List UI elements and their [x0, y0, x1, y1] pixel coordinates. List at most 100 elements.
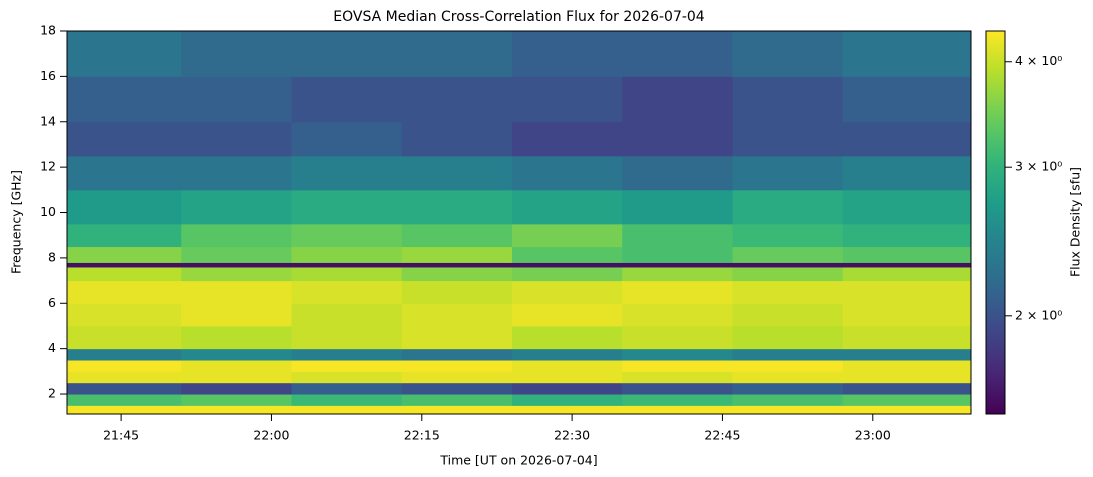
heatmap-cell: [291, 266, 403, 282]
heatmap-cell: [67, 348, 182, 361]
heatmap-cell: [67, 246, 182, 263]
y-tick-label: 12: [40, 159, 56, 174]
heatmap-cell: [181, 394, 292, 406]
heatmap-cell: [67, 382, 182, 395]
heatmap-cell: [181, 155, 292, 191]
heatmap-cell: [732, 394, 844, 406]
heatmap-cell: [291, 359, 403, 372]
heatmap-cell: [401, 382, 513, 395]
heatmap-cell: [181, 31, 292, 77]
heatmap-cell: [511, 155, 623, 191]
heatmap-cell: [67, 303, 182, 327]
heatmap-cell: [511, 31, 623, 77]
heatmap-cell: [67, 359, 182, 372]
heatmap-cell: [401, 405, 513, 415]
heatmap-cell: [401, 303, 513, 327]
chart-title: EOVSA Median Cross-Correlation Flux for …: [333, 9, 705, 25]
x-axis-label: Time [UT on 2026-07-04]: [439, 453, 597, 468]
heatmap-cell: [732, 31, 844, 77]
heatmap-cell: [622, 31, 733, 77]
heatmap-cell: [67, 405, 182, 415]
heatmap-cell: [511, 266, 623, 282]
heatmap-cell: [401, 121, 513, 157]
heatmap-cell: [291, 223, 403, 248]
heatmap-cell: [842, 405, 972, 415]
heatmap-cell: [291, 394, 403, 406]
heatmap-cell: [511, 359, 623, 372]
heatmap-cell: [511, 189, 623, 225]
heatmap-cell: [181, 121, 292, 157]
heatmap-cell: [291, 280, 403, 304]
heatmap-cell: [511, 303, 623, 327]
colorbar-tick-label: 2 × 10⁰: [1015, 307, 1062, 322]
heatmap-cell: [291, 371, 403, 384]
heatmap-cell: [842, 246, 972, 263]
heatmap-cell: [67, 280, 182, 304]
heatmap-cell: [622, 280, 733, 304]
heatmap-cell: [291, 382, 403, 395]
heatmap-cell: [842, 280, 972, 304]
heatmap-cell: [401, 266, 513, 282]
heatmap-cell: [842, 348, 972, 361]
heatmap-cell: [181, 262, 292, 268]
y-tick-label: 14: [40, 113, 56, 128]
heatmap-cell: [401, 246, 513, 263]
heatmap-cell: [511, 246, 623, 263]
plot-frame: [66, 30, 972, 415]
heatmap-cell: [401, 359, 513, 372]
y-tick-label: 6: [48, 295, 56, 310]
heatmap-cell: [291, 262, 403, 268]
heatmap-cell: [511, 325, 623, 350]
heatmap-cell: [732, 280, 844, 304]
heatmap-cell: [842, 382, 972, 395]
heatmap-cell: [401, 31, 513, 77]
heatmap-cell: [732, 246, 844, 263]
heatmap-cell: [511, 76, 623, 123]
heatmap-cell: [67, 262, 182, 268]
heatmap-cell: [622, 246, 733, 263]
heatmap-cell: [291, 155, 403, 191]
heatmap-cell: [181, 303, 292, 327]
heatmap-cell: [622, 223, 733, 248]
x-tick-label: 21:45: [103, 428, 139, 443]
heatmap-cell: [622, 262, 733, 268]
y-tick-label: 2: [48, 386, 56, 401]
heatmap-cell: [732, 371, 844, 384]
heatmap-cell: [291, 325, 403, 350]
heatmap-cell: [842, 189, 972, 225]
heatmap-cell: [511, 223, 623, 248]
heatmap-cell: [67, 394, 182, 406]
heatmap-cell: [732, 382, 844, 395]
heatmap-cell: [511, 371, 623, 384]
heatmap-cell: [67, 223, 182, 248]
heatmap-cell: [291, 121, 403, 157]
heatmap-cell: [291, 189, 403, 225]
heatmap-cell: [622, 359, 733, 372]
heatmap-cell: [401, 348, 513, 361]
heatmap-cell: [511, 280, 623, 304]
heatmap-cell: [732, 121, 844, 157]
heatmap-cell: [291, 303, 403, 327]
heatmap-cell: [511, 382, 623, 395]
heatmap-cell: [181, 359, 292, 372]
heatmap-cell: [181, 280, 292, 304]
colorbar: [985, 30, 1006, 415]
x-tick-label: 22:45: [704, 428, 740, 443]
heatmap-cell: [842, 266, 972, 282]
y-axis-label: Frequency [GHz]: [9, 170, 24, 274]
heatmap-cell: [291, 76, 403, 123]
heatmap-cell: [622, 155, 733, 191]
heatmap-cell: [181, 382, 292, 395]
heatmap-cell: [732, 223, 844, 248]
heatmap-cell: [732, 359, 844, 372]
heatmap-cell: [842, 223, 972, 248]
heatmap-cell: [181, 266, 292, 282]
heatmap-cell: [622, 121, 733, 157]
heatmap-cell: [732, 155, 844, 191]
heatmap-cell: [732, 348, 844, 361]
heatmap-cell: [401, 371, 513, 384]
heatmap-cell: [511, 121, 623, 157]
heatmap-cell: [622, 266, 733, 282]
colorbar-tick-label: 4 × 10⁰: [1015, 53, 1062, 68]
